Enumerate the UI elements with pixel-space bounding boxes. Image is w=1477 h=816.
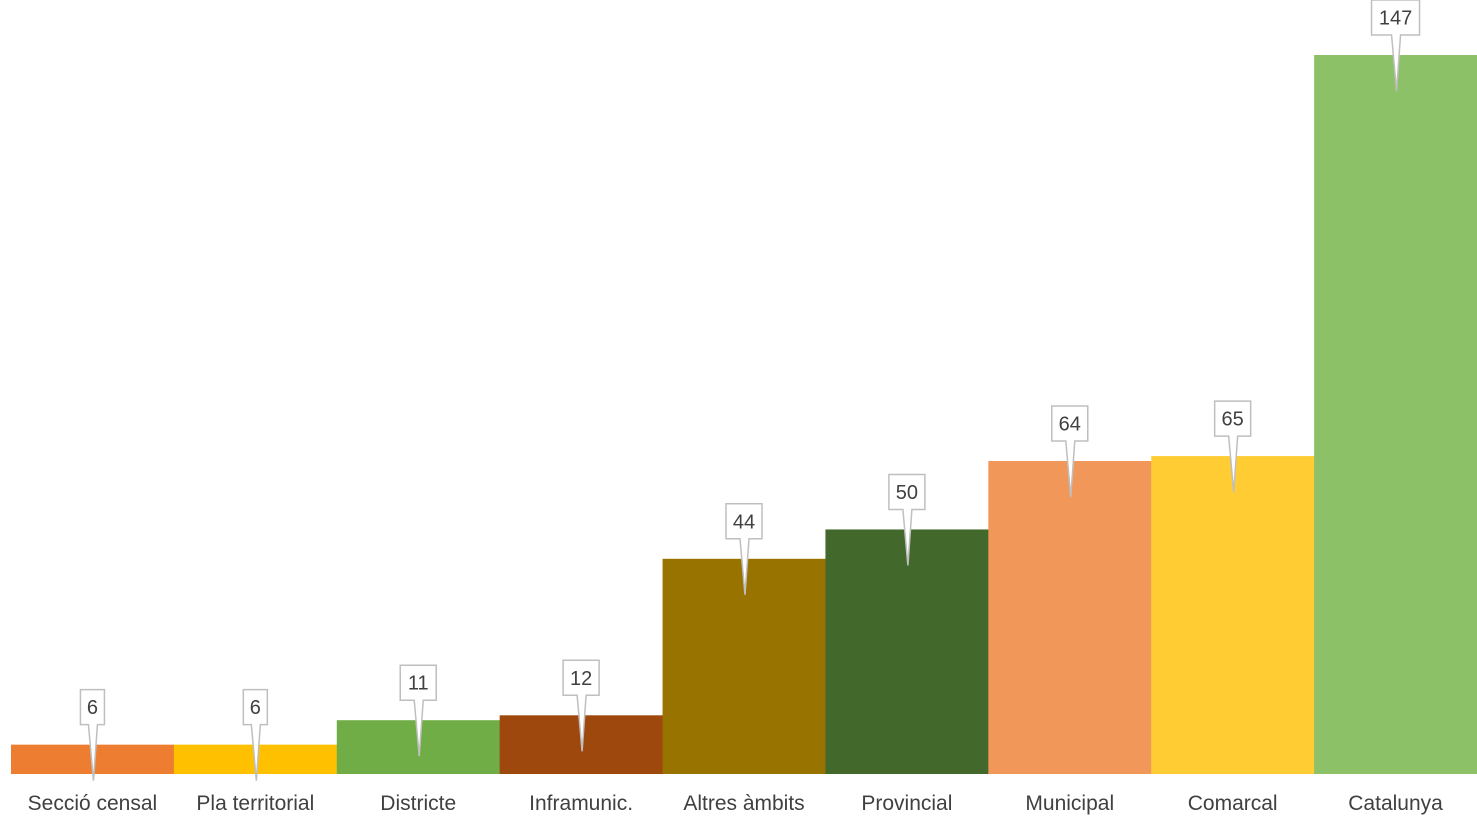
data-label-callout [888, 473, 926, 566]
data-label-value: 6 [250, 697, 261, 719]
data-label-comarcal: 65 [1213, 400, 1252, 493]
data-label-callout [242, 688, 269, 781]
data-label-callout [562, 659, 600, 752]
data-label-altres-ambits: 44 [725, 503, 763, 595]
data-label-pla-territorial: 6 [242, 688, 269, 781]
data-label-value: 44 [733, 511, 755, 533]
data-label-value: 11 [408, 673, 429, 695]
data-label-value: 12 [570, 668, 592, 690]
data-label-value: 147 [1379, 8, 1412, 30]
data-label-provincial: 50 [888, 473, 926, 566]
category-label-pla-territorial: Pla territorial [196, 792, 314, 815]
data-label-value: 65 [1222, 409, 1244, 431]
data-label-value: 6 [87, 697, 98, 719]
data-label-seccio-censal: 6 [79, 688, 106, 781]
category-label-districte: Districte [380, 792, 456, 815]
data-label-callout [1370, 0, 1421, 92]
data-label-value: 50 [896, 482, 918, 504]
data-label-value: 64 [1059, 413, 1081, 435]
data-label-municipal: 64 [1051, 405, 1089, 498]
bar-municipal [988, 460, 1152, 774]
data-label-districte: 11 [399, 664, 437, 757]
category-label-provincial: Provincial [861, 792, 952, 815]
data-label-inframunic: 12 [562, 659, 600, 752]
data-label-callout [399, 664, 437, 757]
data-label-callout [1051, 405, 1089, 498]
data-labels-group: 6 6 11 12 44 50 64 65 147 [79, 0, 1421, 781]
data-label-callout [725, 503, 763, 595]
category-label-altres-ambits: Altres àmbits [683, 792, 804, 815]
data-label-callout [79, 688, 106, 781]
category-label-seccio-censal: Secció censal [28, 792, 158, 815]
data-label-callout [1213, 400, 1252, 493]
category-labels-group: Secció censal Pla territorial Districte Inf… [28, 792, 1444, 815]
data-label-catalunya: 147 [1370, 0, 1421, 92]
bars-group [11, 55, 1477, 774]
bar-comarcal [1151, 456, 1315, 774]
bar-provincial [825, 529, 989, 774]
bar-catalunya [1314, 55, 1477, 774]
category-label-inframunic: Inframunic. [529, 792, 633, 815]
category-label-catalunya: Catalunya [1348, 792, 1443, 815]
category-label-comarcal: Comarcal [1188, 792, 1278, 815]
category-label-municipal: Municipal [1025, 792, 1114, 815]
